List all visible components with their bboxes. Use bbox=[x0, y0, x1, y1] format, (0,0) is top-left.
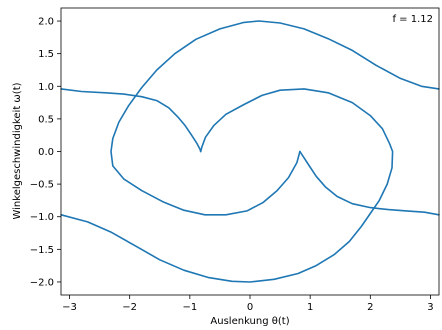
y-tick-label: −1.0 bbox=[30, 212, 54, 223]
x-axis-label: Auslenkung θ(t) bbox=[210, 316, 289, 327]
trajectory-segment-4 bbox=[110, 20, 440, 216]
y-axis-label: Winkelgeschwindigkeit ω(t) bbox=[12, 82, 23, 219]
x-tick-label: 1 bbox=[307, 302, 313, 313]
trajectory-segment-3 bbox=[299, 150, 440, 216]
y-tick-label: −1.5 bbox=[30, 245, 54, 256]
trajectory-segment-1 bbox=[60, 88, 202, 153]
y-tick-label: 2.0 bbox=[38, 17, 54, 28]
trajectory-segment-2 bbox=[60, 88, 394, 283]
x-tick-label: 2 bbox=[367, 302, 373, 313]
x-tick-label: −1 bbox=[182, 302, 197, 313]
y-tick-label: 0.0 bbox=[38, 147, 54, 158]
y-tick-label: 1.5 bbox=[38, 49, 54, 60]
series-layer bbox=[60, 20, 440, 283]
x-axis-ticks: −3 −2 −1 0 1 2 3 bbox=[62, 295, 434, 313]
y-tick-label: −2.0 bbox=[30, 277, 54, 288]
x-tick-label: −3 bbox=[62, 302, 77, 313]
plot-area bbox=[61, 8, 439, 295]
forcing-annotation: f = 1.12 bbox=[392, 14, 433, 25]
y-tick-label: 0.5 bbox=[38, 114, 54, 125]
x-tick-label: 3 bbox=[427, 302, 433, 313]
y-tick-label: 1.0 bbox=[38, 82, 54, 93]
y-axis-ticks: −2.0 −1.5 −1.0 −0.5 0.0 0.5 1.0 1.5 2.0 bbox=[30, 17, 61, 288]
x-tick-label: 0 bbox=[247, 302, 253, 313]
x-tick-label: −2 bbox=[122, 302, 137, 313]
plot-frame bbox=[60, 7, 440, 296]
y-tick-label: −0.5 bbox=[30, 180, 54, 191]
